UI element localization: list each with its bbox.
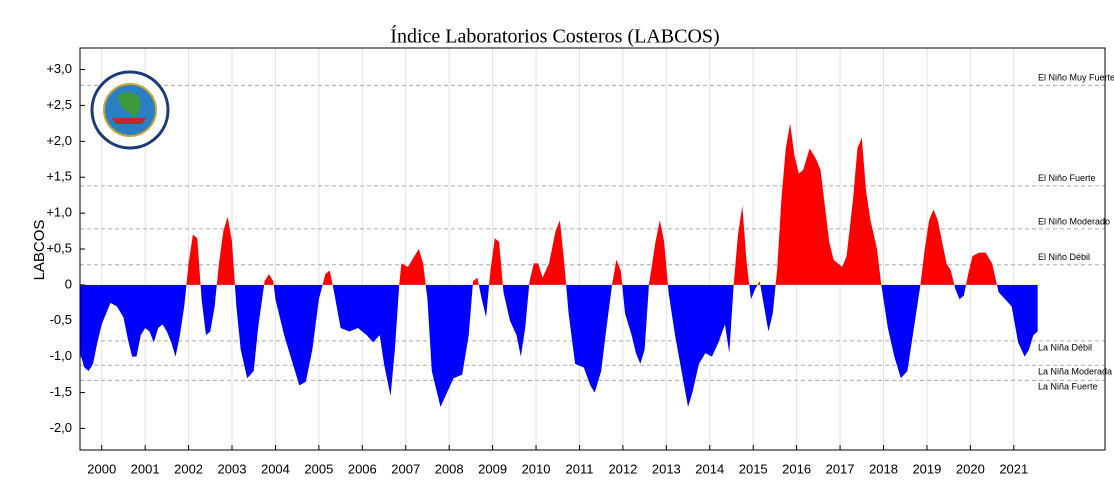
x-tick-label: 2001 (131, 461, 160, 476)
x-tick-label: 2016 (782, 461, 811, 476)
x-tick-label: 2007 (391, 461, 420, 476)
logo (90, 70, 170, 150)
x-tick-label: 2011 (565, 461, 593, 476)
plot-frame (79, 47, 1106, 451)
x-tick-label: 2020 (956, 461, 985, 476)
x-tick-label: 2017 (826, 461, 855, 476)
x-tick-label: 2004 (261, 461, 290, 476)
x-tick-label: 2015 (739, 461, 768, 476)
reference-label: La Niña Fuerte (1038, 382, 1098, 392)
x-tick-label: 2003 (218, 461, 247, 476)
x-tick-label: 2010 (522, 461, 551, 476)
reference-label: El Niño Débil (1038, 252, 1090, 262)
y-tick-label: -0,5 (50, 312, 72, 327)
y-tick-label: 0 (65, 276, 72, 291)
y-tick-label: +2,5 (46, 97, 72, 112)
x-tick-label: 2013 (652, 461, 681, 476)
reference-label: El Niño Fuerte (1038, 173, 1096, 183)
plot-area: 2000 2001 2002 2003 2004 2005 2006 2007 2008 2009… (46, 47, 1114, 476)
chart-title: Índice Laboratorios Costeros (LABCOS) (390, 25, 719, 48)
reference-label: El Niño Muy Fuerte (1038, 73, 1114, 83)
x-tick-label: 2009 (478, 461, 507, 476)
y-tick-label: +0,5 (46, 240, 72, 255)
x-tick-label: 2006 (348, 461, 377, 476)
x-tick-label: 2012 (608, 461, 637, 476)
area-positive (186, 123, 997, 285)
x-tick-label: 2021 (999, 461, 1028, 476)
y-tick-label: +1,0 (46, 205, 72, 220)
y-tick-label: -2,0 (50, 420, 72, 435)
x-tick-label: 2002 (174, 461, 203, 476)
y-tick-label: +2,0 (46, 133, 72, 148)
x-tick-label: 2008 (435, 461, 464, 476)
x-tick-label: 2000 (87, 461, 116, 476)
y-tick-label: -1,0 (50, 348, 72, 363)
x-tick-label: 2005 (304, 461, 333, 476)
y-tick-label: +3,0 (46, 61, 72, 76)
x-tick-label: 2018 (869, 461, 898, 476)
y-tick-label: -1,5 (50, 384, 72, 399)
area-negative (80, 284, 1038, 407)
reference-label: La Niña Moderada (1038, 367, 1112, 377)
reference-label: La Niña Débil (1038, 342, 1092, 352)
reference-label: El Niño Moderado (1038, 216, 1110, 226)
x-tick-label: 2014 (695, 461, 724, 476)
x-tick-label: 2019 (912, 461, 941, 476)
y-axis-label: LABCOS (31, 220, 48, 281)
y-tick-label: +1,5 (46, 169, 72, 184)
